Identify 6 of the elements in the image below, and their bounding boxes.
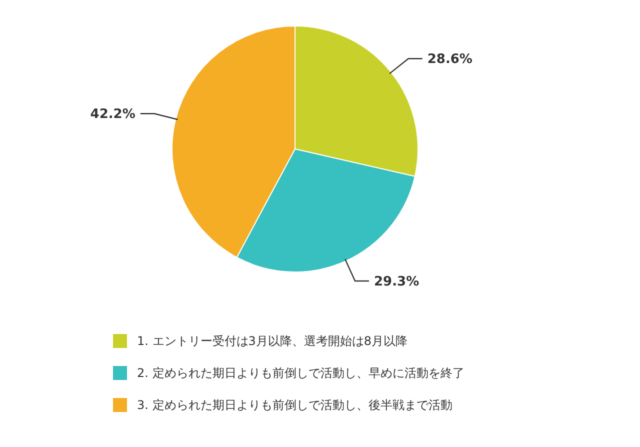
- legend-label: 2. 定められた期日よりも前倒しで活動し、早めに活動を終了: [137, 366, 464, 380]
- legend-label: 3. 定められた期日よりも前倒しで活動し、後半戦まで活動: [137, 398, 452, 412]
- legend-label: 1. エントリー受付は3月以降、選考開始は8月以降: [137, 334, 408, 348]
- data-label: 42.2%: [90, 107, 136, 122]
- data-label: 28.6%: [427, 52, 472, 68]
- data-label: 29.3%: [374, 274, 420, 290]
